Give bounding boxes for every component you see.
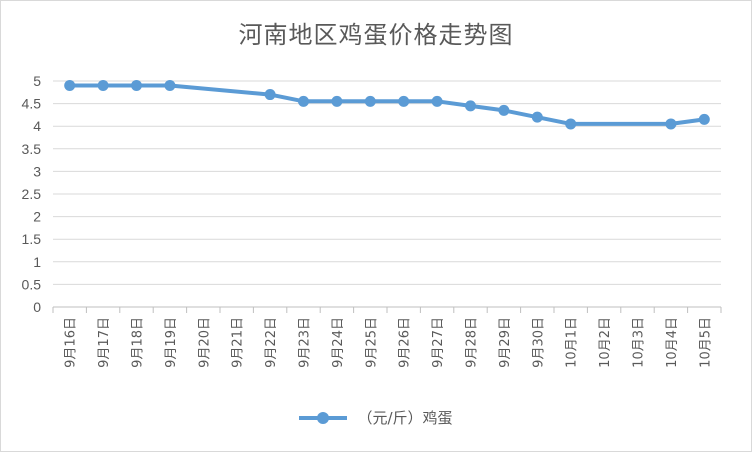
data-point bbox=[364, 95, 376, 107]
x-tick-label: 9月29日 bbox=[498, 317, 513, 368]
data-point bbox=[498, 104, 510, 116]
x-tick-label: 9月28日 bbox=[465, 317, 480, 368]
x-tick-label: 9月19日 bbox=[164, 317, 179, 368]
data-point bbox=[665, 118, 677, 130]
x-tick-label: 9月17日 bbox=[97, 317, 112, 368]
x-tick-label: 9月20日 bbox=[197, 317, 212, 368]
y-tick-label: 3.5 bbox=[22, 141, 42, 157]
y-tick-label: 0 bbox=[33, 299, 41, 315]
x-tick-label: 9月26日 bbox=[398, 317, 413, 368]
y-tick-label: 5 bbox=[33, 73, 41, 89]
x-tick-label: 9月21日 bbox=[231, 317, 246, 368]
x-tick-label: 9月27日 bbox=[431, 317, 446, 368]
x-tick-label: 9月22日 bbox=[264, 317, 279, 368]
x-tick-label: 10月2日 bbox=[598, 317, 613, 368]
y-tick-label: 2 bbox=[33, 209, 41, 225]
x-tick-label: 10月3日 bbox=[632, 317, 647, 368]
legend-line-marker-icon bbox=[299, 411, 348, 424]
data-point bbox=[465, 100, 476, 112]
data-point bbox=[131, 80, 142, 92]
chart-title: 河南地区鸡蛋价格走势图 bbox=[238, 21, 514, 49]
data-point bbox=[398, 95, 410, 107]
data-point bbox=[64, 80, 76, 92]
y-tick-label: 1.5 bbox=[22, 231, 42, 247]
y-tick-label: 2.5 bbox=[22, 186, 42, 202]
x-tick-label: 10月1日 bbox=[565, 317, 580, 368]
y-tick-label: 0.5 bbox=[22, 276, 42, 292]
data-point bbox=[331, 95, 343, 107]
x-tick-label: 10月4日 bbox=[665, 317, 680, 368]
x-tick-label: 9月25日 bbox=[364, 317, 379, 368]
y-tick-label: 1 bbox=[33, 254, 41, 270]
data-point bbox=[298, 95, 309, 107]
data-point bbox=[164, 80, 176, 92]
series-line bbox=[67, 83, 707, 126]
chart-legend: （元/斤）鸡蛋 bbox=[1, 407, 751, 428]
legend-label: （元/斤）鸡蛋 bbox=[357, 409, 453, 427]
data-point bbox=[565, 118, 577, 130]
y-tick-label: 3 bbox=[33, 163, 41, 179]
x-tick-label: 9月24日 bbox=[331, 317, 346, 368]
data-point bbox=[97, 80, 109, 92]
data-point bbox=[531, 111, 543, 123]
data-point bbox=[431, 95, 443, 107]
x-tick-label: 10月5日 bbox=[698, 317, 713, 368]
data-point bbox=[264, 89, 276, 101]
x-tick-label: 9月18日 bbox=[131, 317, 146, 368]
x-tick-label: 9月23日 bbox=[298, 317, 313, 368]
x-tick-label: 9月30日 bbox=[531, 317, 546, 368]
y-tick-label: 4.5 bbox=[22, 96, 42, 112]
y-tick-label: 4 bbox=[33, 118, 41, 134]
x-tick-label: 9月16日 bbox=[64, 317, 79, 368]
data-point bbox=[698, 113, 710, 125]
